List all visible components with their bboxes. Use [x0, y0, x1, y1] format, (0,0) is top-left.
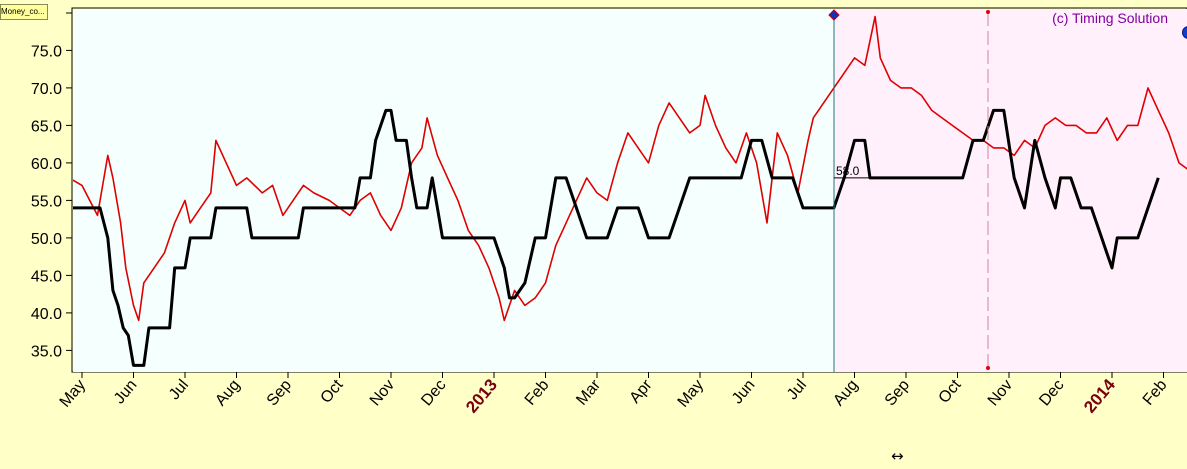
marker-top-dot [986, 10, 990, 14]
y-axis: 75.0 70.0 65.0 60.0 55.0 50.0 45.0 40.0 35.0 [31, 12, 72, 360]
x-month-label: Jun [111, 377, 141, 408]
y-tick-label: 50.0 [31, 231, 62, 248]
y-tick-label: 45.0 [31, 268, 62, 285]
y-tick-label: 55.0 [31, 193, 62, 210]
horizontal-resize-icon[interactable]: ↔ [891, 447, 904, 465]
series-line-black [73, 108, 1160, 367]
x-month-label: Nov [367, 377, 398, 410]
x-month-label: May [675, 377, 707, 411]
cursor-value-label: 58.0 [836, 164, 860, 178]
y-tick-label: 35.0 [31, 343, 62, 360]
forecast-region [834, 9, 1187, 372]
series-line-red [73, 15, 1187, 322]
x-month-label: May [57, 377, 89, 411]
x-month-label: Oct [936, 376, 965, 406]
y-tick-label: 70.0 [31, 81, 62, 98]
y-tick-label: 65.0 [31, 118, 62, 135]
x-month-label: Feb [1140, 377, 1171, 409]
y-tick-label: 40.0 [31, 306, 62, 323]
chart-tab-label[interactable]: Money_co... [0, 4, 48, 20]
x-month-label: Mar [573, 376, 604, 409]
x-month-label: Apr [627, 376, 656, 407]
marker-bottom-dot [986, 366, 990, 370]
y-tick-label: 75.0 [31, 43, 62, 60]
x-year-label: 2014 [1080, 375, 1119, 417]
x-month-label: Nov [985, 377, 1016, 410]
copyright-label: (c) Timing Solution [1052, 10, 1168, 26]
x-month-label: Oct [318, 376, 347, 406]
x-month-label: Dec [1036, 377, 1067, 410]
x-year-label: 2013 [462, 375, 501, 416]
x-month-label: Jul [166, 377, 192, 404]
x-axis: May Jun Jul Aug Sep Oct Nov Dec 2013 Feb Mar Apr May… [57, 372, 1171, 417]
x-month-label: Feb [522, 377, 553, 409]
x-month-label: Sep [882, 377, 913, 410]
x-month-label: Jul [784, 377, 810, 404]
x-month-label: Aug [830, 377, 861, 410]
x-month-label: Sep [264, 377, 295, 410]
y-tick-label: 60.0 [31, 156, 62, 173]
divider-handle-diamond[interactable] [828, 9, 840, 21]
series-layer [73, 15, 1187, 367]
x-month-label: Aug [212, 377, 243, 410]
x-month-label: Jun [729, 377, 759, 408]
x-month-label: Dec [418, 377, 449, 410]
